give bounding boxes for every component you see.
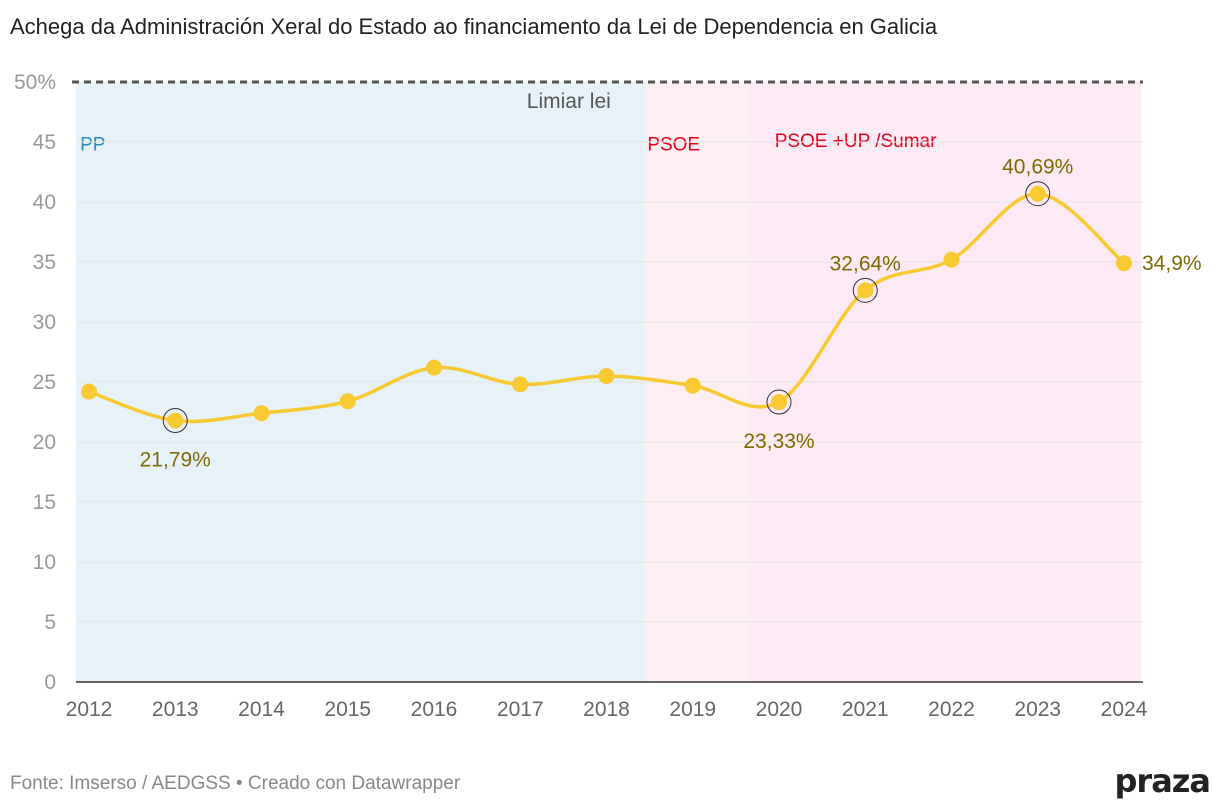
x-tick-label: 2024 (1101, 698, 1148, 721)
data-point-2014 (253, 405, 270, 422)
data-point-2020 (771, 394, 787, 411)
highlight-ring-2013 (162, 408, 188, 434)
data-point-2024 (1116, 255, 1132, 272)
y-tick-label: 15 (33, 491, 56, 514)
annotations: 21,79% 23,33% 32,64% 40,69% 34,9% (140, 156, 1202, 472)
y-tick-label: 20 (33, 431, 56, 454)
x-tick-label: 2023 (1014, 698, 1061, 721)
x-tick-label: 2019 (669, 698, 716, 721)
y-tick-label: 25 (33, 371, 56, 394)
x-tick-label: 2012 (66, 698, 113, 721)
threshold-label: Limiar lei (527, 90, 611, 113)
annotation-2021: 32,64% (830, 252, 901, 275)
y-tick-label: 35 (33, 251, 56, 274)
data-point-2022 (943, 251, 960, 268)
y-tick-label: 30 (33, 311, 56, 334)
highlight-ring-2021 (852, 277, 878, 303)
y-tick-label: 5 (44, 611, 56, 634)
data-point-2018 (598, 368, 615, 384)
x-tick-label: 2020 (756, 698, 803, 721)
y-tick-label: 50% (14, 71, 56, 94)
y-tick-label: 10 (33, 551, 56, 574)
annotation-2020: 23,33% (743, 430, 814, 453)
data-point-2015 (339, 393, 356, 410)
data-point-2012 (81, 383, 97, 400)
chart-title: Achega da Administración Xeral do Estado… (10, 14, 938, 39)
x-tick-label: 2016 (411, 698, 458, 721)
threshold-reference: Limiar lei (72, 80, 1143, 113)
annotation-2024: 34,9% (1142, 252, 1202, 275)
highlight-ring-2020 (766, 389, 792, 415)
data-point-2021 (857, 282, 874, 299)
x-tick-label: 2014 (238, 698, 285, 721)
x-tick-label: 2018 (583, 698, 630, 721)
y-tick-label: 0 (44, 671, 56, 694)
source-note: Fonte: Imserso / AEDGSS • Creado con Dat… (10, 773, 461, 794)
data-point-2019 (684, 377, 701, 394)
band-label-0: PP (80, 134, 105, 155)
data-point-2013 (167, 412, 184, 429)
y-tick-label: 40 (33, 191, 56, 214)
annotation-2013: 21,79% (140, 449, 211, 472)
brand-logo: praza (1114, 762, 1211, 800)
data-point-2017 (512, 376, 529, 393)
x-tick-label: 2013 (152, 698, 199, 721)
data-points (81, 181, 1132, 434)
x-tick-label: 2015 (324, 698, 371, 721)
data-point-2016 (426, 359, 442, 376)
x-tick-label: 2021 (842, 698, 889, 721)
highlight-ring-2023 (1025, 181, 1051, 207)
x-tick-label: 2022 (928, 698, 975, 721)
band-label-2: PSOE +UP /Sumar (775, 131, 937, 152)
x-tick-label: 2017 (497, 698, 544, 721)
band-label-1: PSOE (647, 134, 700, 155)
data-point-2023 (1029, 185, 1046, 202)
annotation-2023: 40,69% (1002, 156, 1073, 179)
gridlines (76, 141, 1143, 683)
y-tick-label: 45 (33, 131, 56, 154)
x-axis-ticks: 2012 2013 2014 2015 2016 2017 2018 2019 2020 2021… (66, 698, 1148, 721)
y-axis-ticks: 50% 45 40 35 30 25 20 15 10 5 0 (14, 71, 56, 694)
